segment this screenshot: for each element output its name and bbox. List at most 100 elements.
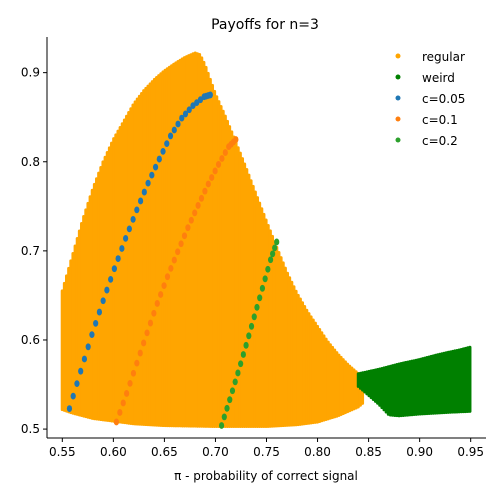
data-point [188,216,194,224]
data-point [185,224,191,232]
data-point [182,110,189,118]
x-tick-label: 0.65 [151,445,178,459]
data-point [141,339,147,347]
data-point [100,297,106,305]
legend-marker [395,74,401,80]
data-point [274,238,280,246]
data-point [178,240,184,248]
legend: regular weird c=0.05 c=0.1 c=0.2 [395,50,465,148]
chart-title: Payoffs for n=3 [211,17,319,33]
data-point [85,343,91,351]
x-tick-label: 0.70 [202,445,229,459]
data-point [127,379,133,387]
series-c-0-2 [218,238,280,429]
data-point [212,167,218,175]
data-point [192,209,198,217]
data-point [89,331,95,339]
legend-label: weird [422,71,455,85]
data-point [238,360,244,368]
legend-entry: c=0.1 [395,113,458,127]
x-tick-label: 0.85 [355,445,382,459]
legend-label: regular [422,50,465,64]
data-point [171,126,177,134]
data-point [195,202,201,209]
data-point [171,256,177,264]
legend-marker [395,95,401,101]
data-point [227,396,233,404]
data-point [233,136,239,143]
data-point [232,378,238,386]
data-point [137,349,143,357]
data-point [147,319,154,327]
data-point [126,225,132,233]
data-point [161,282,167,290]
data-point [219,155,225,162]
data-point [78,367,84,375]
x-tick-label: 0.95 [457,445,484,459]
x-tick-label: 0.80 [304,445,331,459]
data-point [224,404,230,412]
data-point [104,286,110,294]
data-point [262,275,268,283]
x-axis-label: π - probability of correct signal [174,469,358,483]
data-point [145,179,151,187]
legend-label: c=0.2 [422,134,458,148]
data-point [156,155,162,163]
legend-marker [395,116,401,122]
data-point [198,194,205,202]
axes: 0.55 0.60 0.65 0.70 0.75 0.80 0.85 0.90 0.95 0.5 0… [21,37,486,459]
data-point [74,380,80,388]
data-point [130,369,137,377]
legend-marker [395,137,401,143]
data-point [164,273,171,281]
legend-label: c=0.05 [422,92,465,106]
data-point [181,232,188,240]
data-point [96,308,103,316]
data-point [221,413,227,421]
data-point [229,387,236,395]
data-point [149,171,155,179]
data-point [207,91,213,99]
data-point [205,180,211,188]
legend-entry: c=0.2 [395,134,458,148]
data-point [175,248,181,256]
series-c-0-05 [66,91,213,412]
data-point [113,418,120,426]
data-point [167,132,174,140]
legend-entry: c=0.05 [395,92,465,106]
y-tick-label: 0.9 [21,66,40,80]
data-point [117,409,123,416]
data-point [270,250,276,258]
data-point [248,322,255,330]
data-point [257,294,263,302]
data-point [254,303,260,311]
legend-entry: regular [395,50,465,64]
y-tick-label: 0.6 [21,333,40,347]
data-point [108,275,114,283]
y-tick-label: 0.5 [21,422,40,436]
data-point [134,206,140,214]
data-point [168,264,174,272]
series-regular-region [60,51,365,429]
data-point [267,256,274,264]
data-point [202,187,208,195]
series-weird-region [356,345,472,418]
data-point [134,359,140,367]
data-point [158,291,164,298]
data-point [130,215,136,223]
data-point [179,114,185,122]
data-point [259,284,266,292]
data-point [243,341,249,349]
data-point [93,319,99,327]
data-point [218,422,225,429]
data-point [164,140,170,148]
legend-label: c=0.1 [422,113,458,127]
data-point [265,265,271,273]
data-point [222,149,228,156]
data-point [66,405,73,412]
data-point [144,329,150,337]
data-point [111,265,117,273]
data-point [194,99,200,107]
data-point [81,355,88,363]
